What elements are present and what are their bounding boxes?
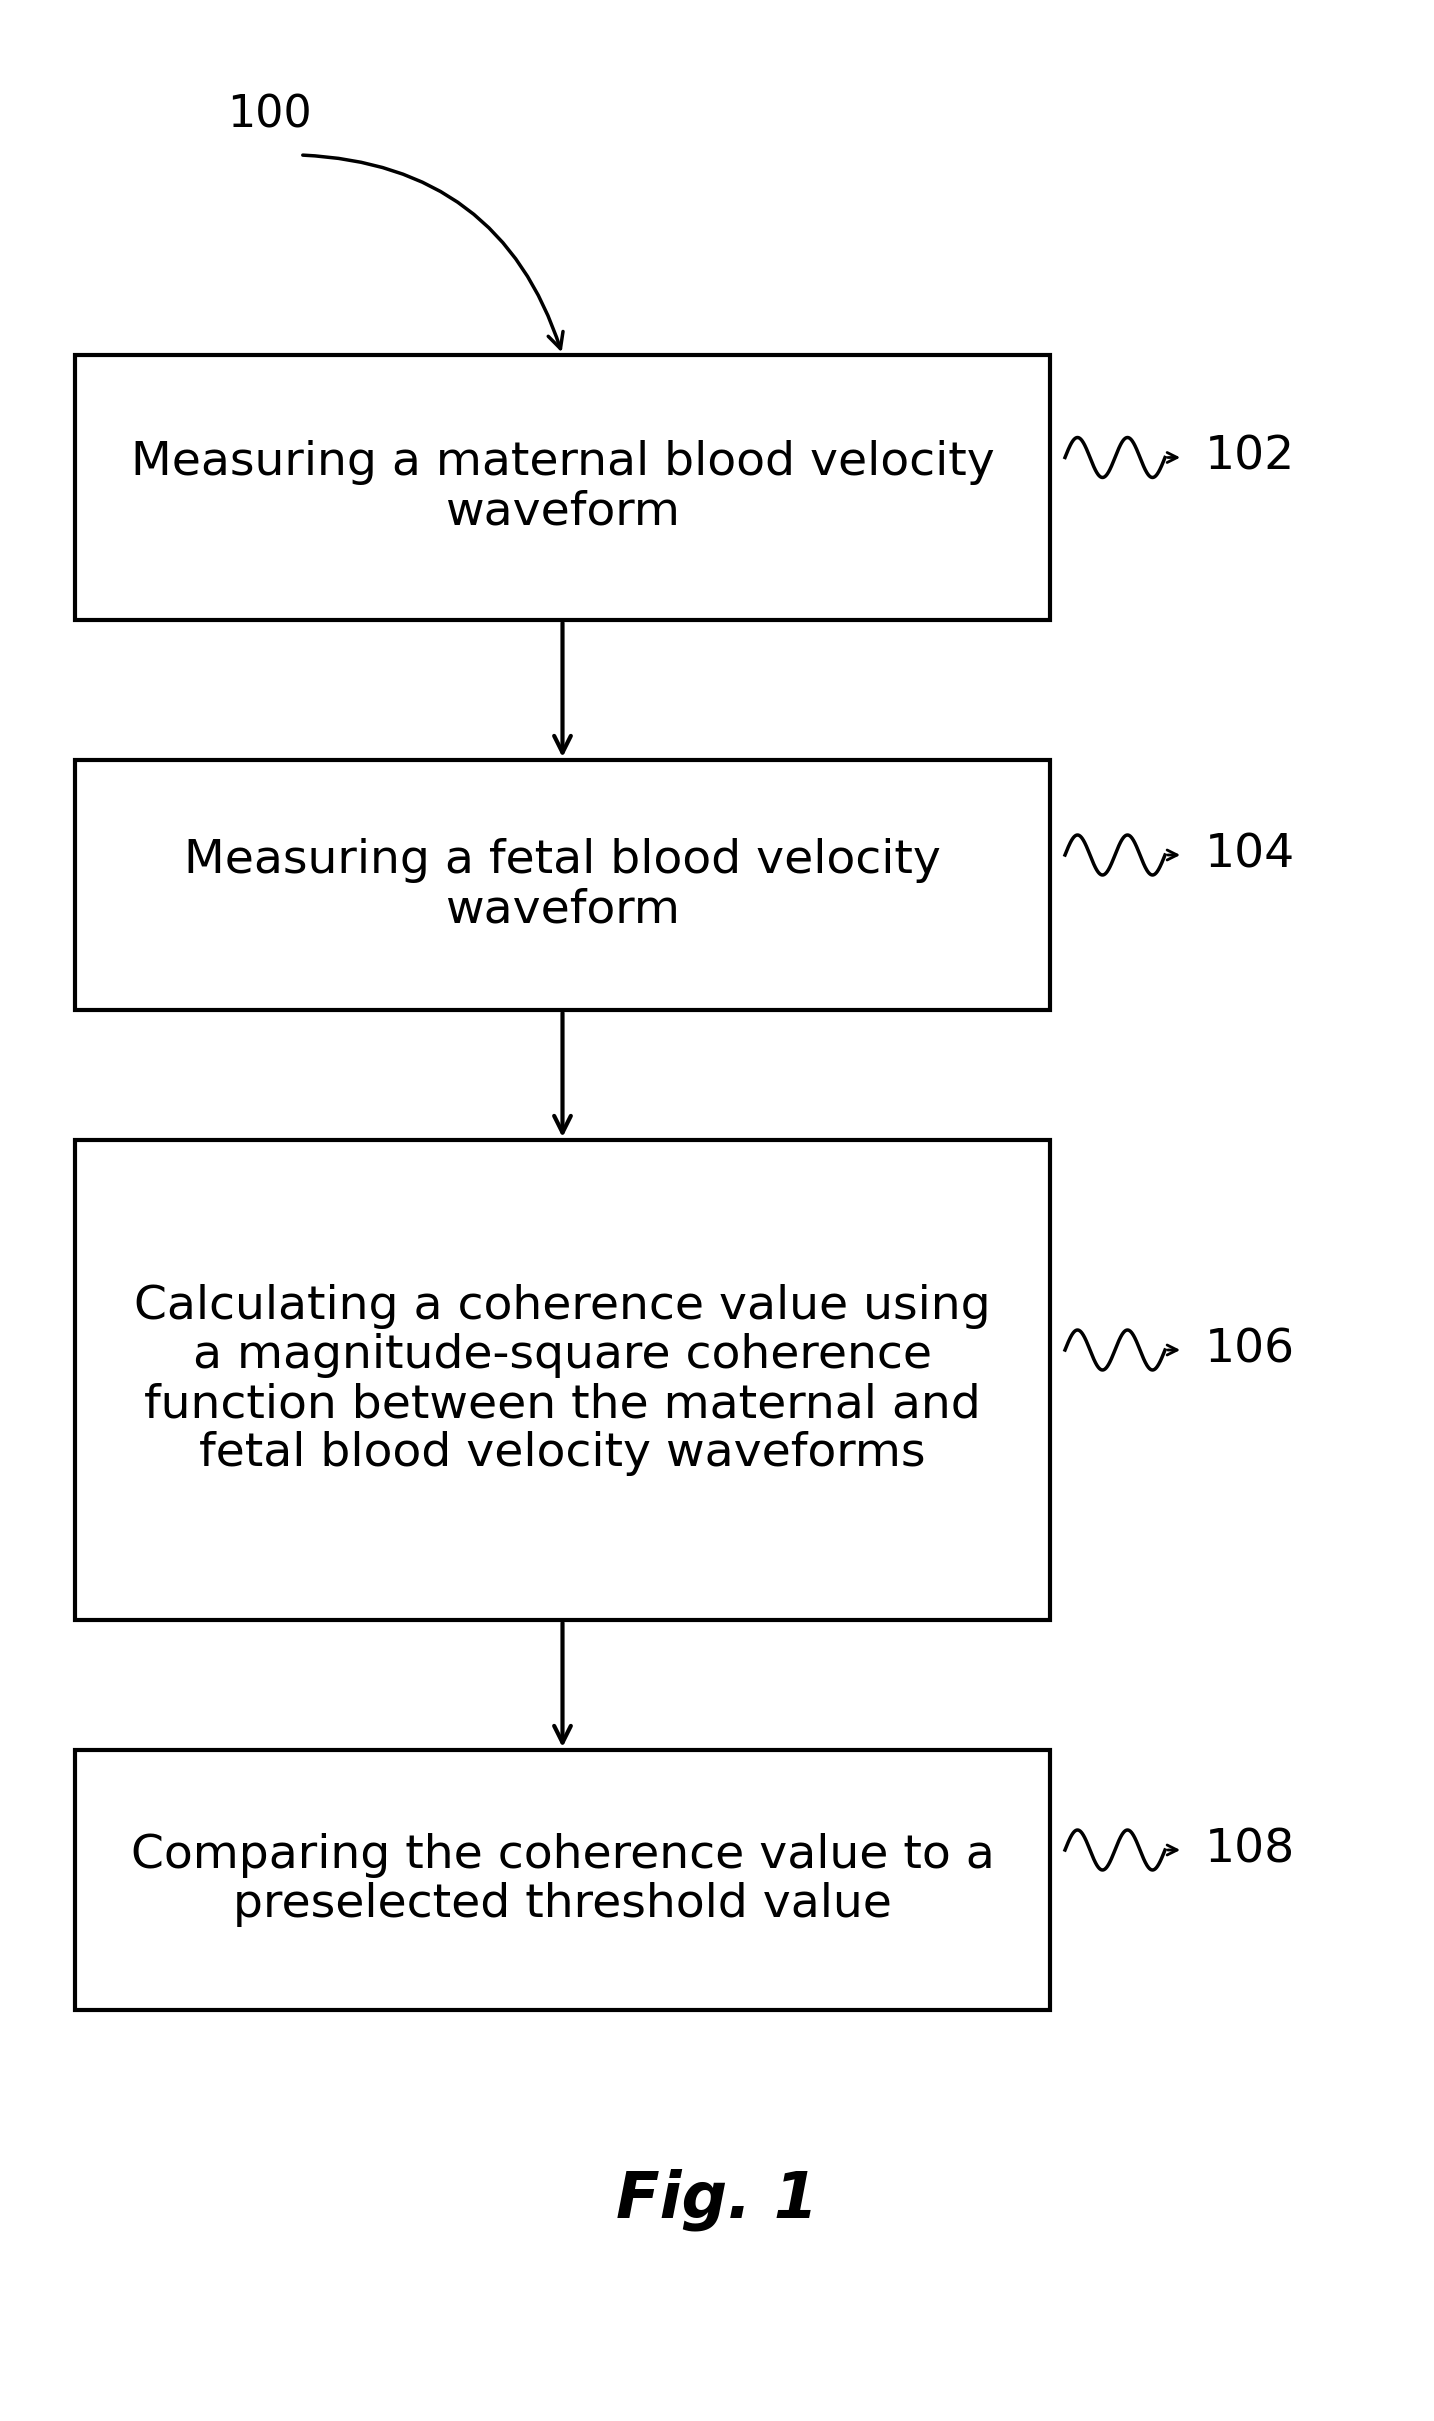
Bar	[75, 760, 1050, 1010]
Text: 104: 104	[1205, 833, 1295, 876]
Text: Calculating a coherence value using: Calculating a coherence value using	[135, 1283, 991, 1329]
Text: Fig. 1: Fig. 1	[615, 2169, 819, 2232]
Text: 100: 100	[228, 94, 313, 136]
Text: Comparing the coherence value to a: Comparing the coherence value to a	[130, 1833, 994, 1879]
Text: a magnitude-square coherence: a magnitude-square coherence	[194, 1334, 932, 1378]
Text: 102: 102	[1205, 436, 1295, 479]
Text: Measuring a maternal blood velocity: Measuring a maternal blood velocity	[130, 441, 994, 484]
Bar	[75, 1750, 1050, 2009]
Text: fetal blood velocity waveforms: fetal blood velocity waveforms	[199, 1431, 926, 1477]
Text: waveform: waveform	[445, 886, 680, 932]
Text: 106: 106	[1205, 1327, 1295, 1373]
Text: 108: 108	[1205, 1828, 1295, 1871]
Bar	[75, 1140, 1050, 1620]
Text: waveform: waveform	[445, 489, 680, 535]
Bar	[75, 356, 1050, 620]
Text: function between the maternal and: function between the maternal and	[145, 1382, 981, 1426]
Text: preselected threshold value: preselected threshold value	[234, 1881, 892, 1927]
Text: Measuring a fetal blood velocity: Measuring a fetal blood velocity	[184, 838, 941, 884]
